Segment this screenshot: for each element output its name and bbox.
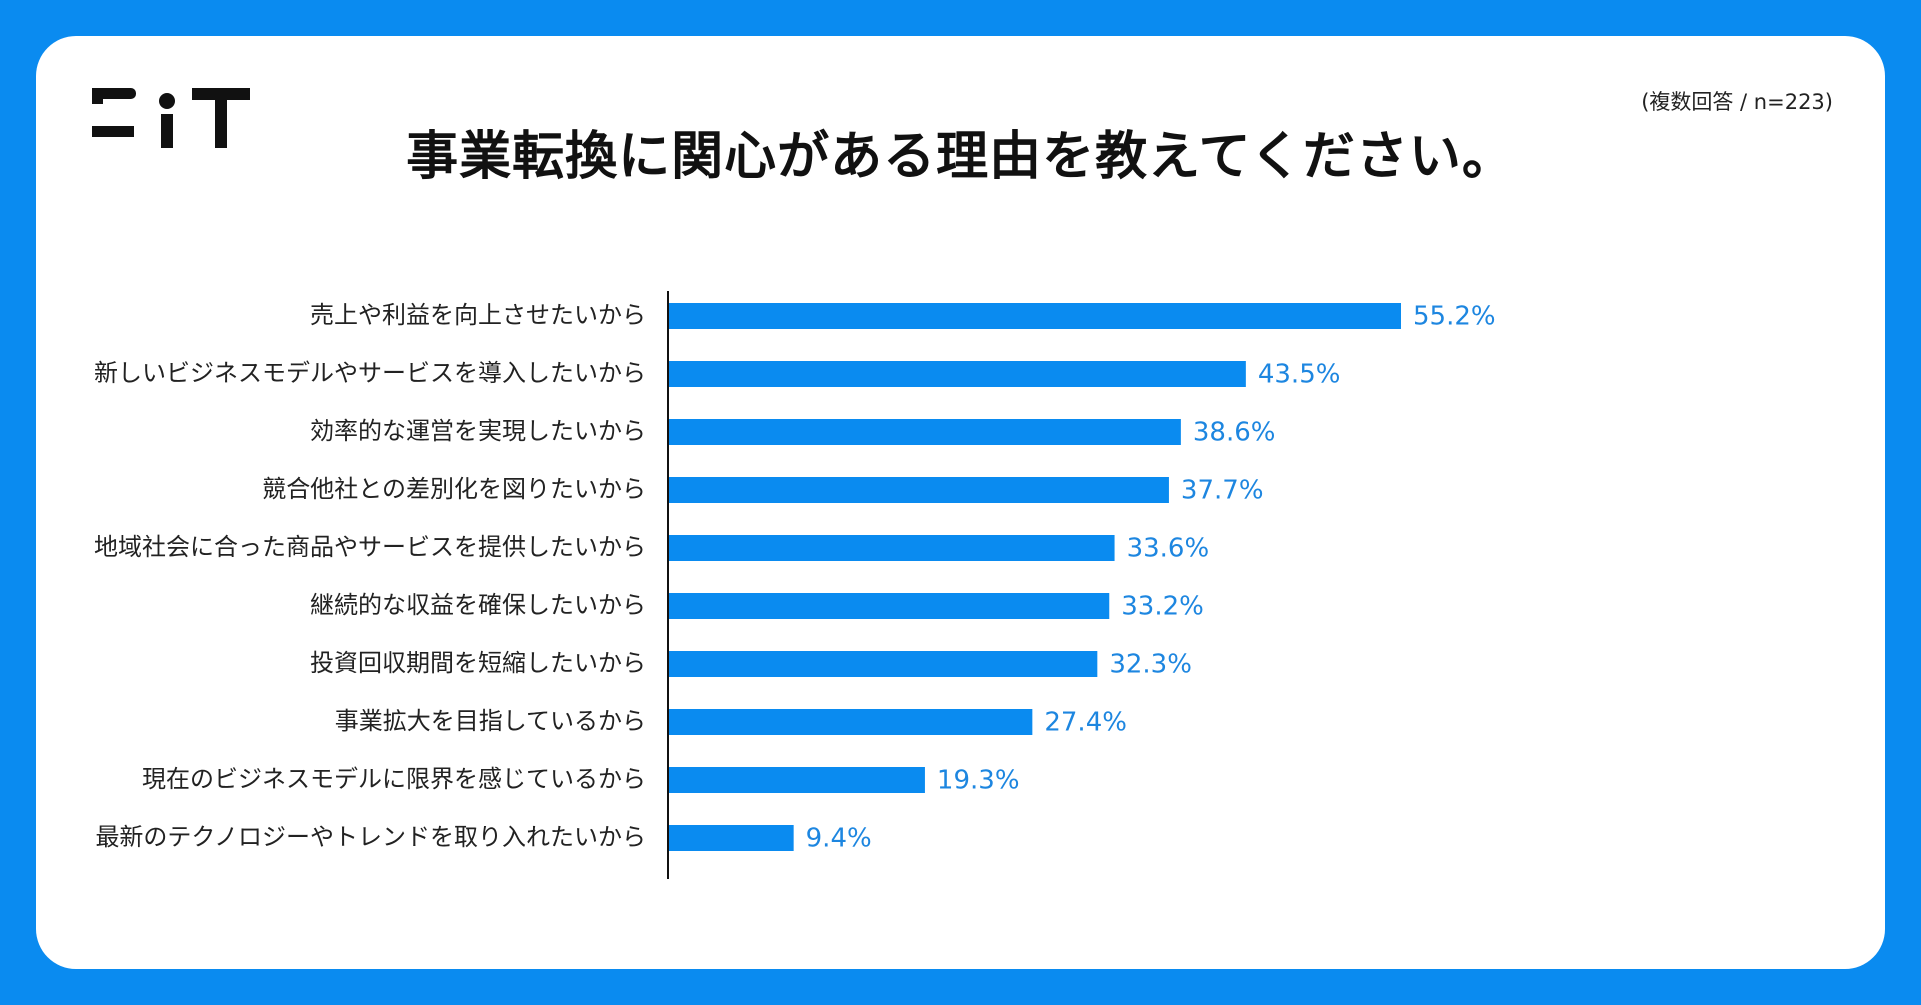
bar	[669, 593, 1110, 619]
value-label: 33.6%	[1127, 534, 1210, 564]
chart-title: 事業転換に関心がある理由を教えてください。	[406, 127, 1515, 187]
category-label: 継続的な収益を確保したいから	[310, 591, 646, 619]
category-label: 事業拡大を目指しているから	[335, 707, 646, 735]
bar	[669, 303, 1401, 329]
category-label: 現在のビジネスモデルに限界を感じているから	[142, 765, 646, 793]
bar-chart: 売上や利益を向上させたいから 55.2% 新しいビジネスモデルやサービスを導入したい…	[94, 291, 1496, 879]
value-label: 37.7%	[1181, 476, 1264, 506]
value-label: 43.5%	[1258, 360, 1341, 390]
category-label: 競合他社との差別化を図りたいから	[262, 475, 646, 503]
value-label: 55.2%	[1413, 302, 1496, 332]
bar	[669, 651, 1098, 677]
category-label: 新しいビジネスモデルやサービスを導入したいから	[94, 359, 646, 387]
bar	[669, 709, 1033, 735]
bar	[669, 535, 1115, 561]
value-label: 9.4%	[806, 824, 872, 854]
value-label: 32.3%	[1109, 650, 1192, 680]
fit-logo	[92, 88, 250, 148]
value-label: 33.2%	[1121, 592, 1204, 622]
sample-note: (複数回答 / n=223)	[1641, 90, 1833, 114]
bar	[669, 767, 925, 793]
bar	[669, 477, 1169, 503]
category-label: 投資回収期間を短縮したいから	[310, 649, 646, 677]
category-label: 効率的な運営を実現したいから	[310, 417, 646, 445]
category-label: 地域社会に合った商品やサービスを提供したいから	[94, 533, 646, 561]
bar	[669, 361, 1246, 387]
chart-card: 事業転換に関心がある理由を教えてください。 (複数回答 / n=223) 売上や…	[36, 36, 1885, 969]
bar	[669, 419, 1181, 445]
bar	[669, 825, 794, 851]
value-label: 38.6%	[1193, 418, 1276, 448]
value-label: 27.4%	[1044, 708, 1127, 738]
value-label: 19.3%	[937, 766, 1020, 796]
category-label: 売上や利益を向上させたいから	[310, 301, 646, 329]
category-label: 最新のテクノロジーやトレンドを取り入れたいから	[95, 823, 646, 851]
